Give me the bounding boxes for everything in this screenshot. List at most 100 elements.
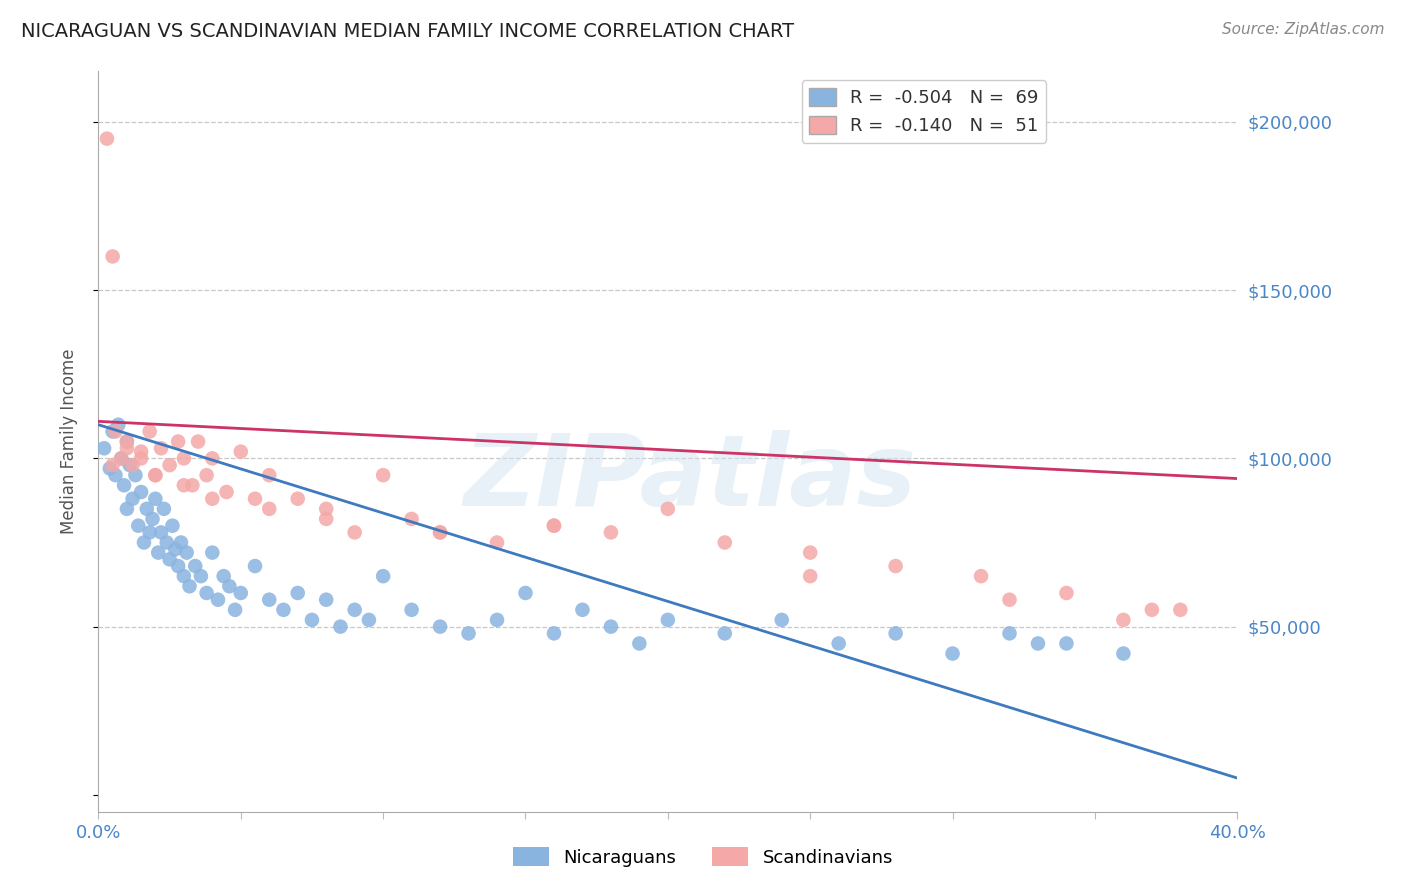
Point	[998, 626, 1021, 640]
Point	[115, 434, 138, 449]
Legend: Nicaraguans, Scandinavians: Nicaraguans, Scandinavians	[506, 840, 900, 874]
Point	[159, 552, 181, 566]
Point	[429, 620, 451, 634]
Point	[301, 613, 323, 627]
Point	[1112, 647, 1135, 661]
Point	[1112, 613, 1135, 627]
Point	[714, 535, 737, 549]
Point	[110, 451, 132, 466]
Point	[150, 525, 173, 540]
Point	[543, 626, 565, 640]
Point	[156, 535, 179, 549]
Point	[207, 592, 229, 607]
Point	[218, 579, 240, 593]
Point	[770, 613, 793, 627]
Point	[96, 131, 118, 145]
Point	[173, 451, 195, 466]
Point	[600, 525, 623, 540]
Point	[107, 417, 129, 432]
Point	[373, 569, 395, 583]
Point	[657, 501, 679, 516]
Point	[129, 451, 152, 466]
Text: Source: ZipAtlas.com: Source: ZipAtlas.com	[1222, 22, 1385, 37]
Point	[799, 569, 821, 583]
Point	[799, 546, 821, 560]
Point	[229, 586, 252, 600]
Point	[1056, 586, 1078, 600]
Point	[884, 626, 907, 640]
Point	[167, 559, 190, 574]
Point	[181, 478, 204, 492]
Point	[243, 491, 266, 506]
Point	[138, 525, 160, 540]
Point	[486, 613, 509, 627]
Point	[212, 569, 235, 583]
Point	[714, 626, 737, 640]
Point	[138, 425, 160, 439]
Point	[118, 458, 141, 472]
Y-axis label: Median Family Income: Median Family Income	[59, 349, 77, 534]
Text: ZIPatlas: ZIPatlas	[464, 430, 917, 527]
Point	[132, 535, 155, 549]
Point	[343, 603, 366, 617]
Point	[124, 468, 146, 483]
Point	[121, 491, 143, 506]
Point	[942, 647, 965, 661]
Point	[129, 485, 152, 500]
Legend: R =  -0.504   N =  69, R =  -0.140   N =  51: R = -0.504 N = 69, R = -0.140 N = 51	[801, 80, 1046, 143]
Point	[201, 546, 224, 560]
Point	[159, 458, 181, 472]
Point	[162, 518, 184, 533]
Point	[179, 579, 201, 593]
Point	[1140, 603, 1163, 617]
Point	[259, 501, 281, 516]
Point	[1170, 603, 1192, 617]
Point	[115, 501, 138, 516]
Point	[429, 525, 451, 540]
Point	[401, 603, 423, 617]
Point	[104, 425, 127, 439]
Point	[170, 535, 193, 549]
Point	[543, 518, 565, 533]
Point	[165, 542, 187, 557]
Point	[201, 451, 224, 466]
Point	[101, 458, 124, 472]
Point	[201, 491, 224, 506]
Point	[515, 586, 537, 600]
Point	[145, 491, 167, 506]
Point	[115, 442, 138, 456]
Point	[571, 603, 593, 617]
Text: NICARAGUAN VS SCANDINAVIAN MEDIAN FAMILY INCOME CORRELATION CHART: NICARAGUAN VS SCANDINAVIAN MEDIAN FAMILY…	[21, 22, 794, 41]
Point	[173, 478, 195, 492]
Point	[828, 636, 851, 650]
Point	[457, 626, 479, 640]
Point	[145, 468, 167, 483]
Point	[343, 525, 366, 540]
Point	[112, 478, 135, 492]
Point	[184, 559, 207, 574]
Point	[657, 613, 679, 627]
Point	[357, 613, 380, 627]
Point	[259, 592, 281, 607]
Point	[101, 425, 124, 439]
Point	[1026, 636, 1049, 650]
Point	[401, 512, 423, 526]
Point	[101, 250, 124, 264]
Point	[224, 603, 246, 617]
Point	[229, 444, 252, 458]
Point	[195, 586, 218, 600]
Point	[373, 468, 395, 483]
Point	[287, 586, 309, 600]
Point	[104, 468, 127, 483]
Point	[150, 442, 173, 456]
Point	[173, 569, 195, 583]
Point	[167, 434, 190, 449]
Point	[998, 592, 1021, 607]
Point	[329, 620, 352, 634]
Point	[187, 434, 209, 449]
Point	[190, 569, 212, 583]
Point	[121, 458, 143, 472]
Point	[315, 512, 337, 526]
Point	[98, 461, 121, 475]
Point	[486, 535, 509, 549]
